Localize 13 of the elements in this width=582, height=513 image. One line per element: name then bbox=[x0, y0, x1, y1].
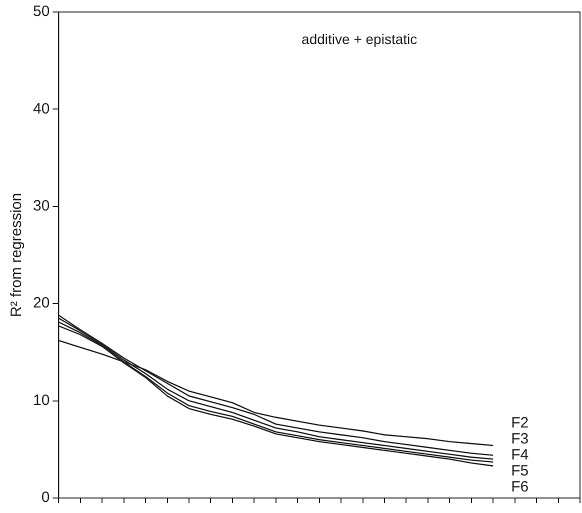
y-axis-title: R² from regression bbox=[8, 192, 26, 318]
y-tick-label: 20 bbox=[32, 294, 50, 312]
series-label: F5 bbox=[511, 462, 529, 480]
y-tick-label: 50 bbox=[32, 3, 50, 20]
y-tick-label: 0 bbox=[41, 489, 50, 506]
series-label: F4 bbox=[511, 446, 529, 464]
y-tick-label: 40 bbox=[32, 100, 50, 118]
y-tick-label: 30 bbox=[32, 198, 50, 215]
series-label: F3 bbox=[511, 430, 529, 448]
series-label: F2 bbox=[511, 414, 529, 432]
series-label: F6 bbox=[511, 478, 529, 496]
annotation: additive + epistatic bbox=[302, 30, 418, 47]
y-tick-label: 10 bbox=[32, 392, 50, 409]
